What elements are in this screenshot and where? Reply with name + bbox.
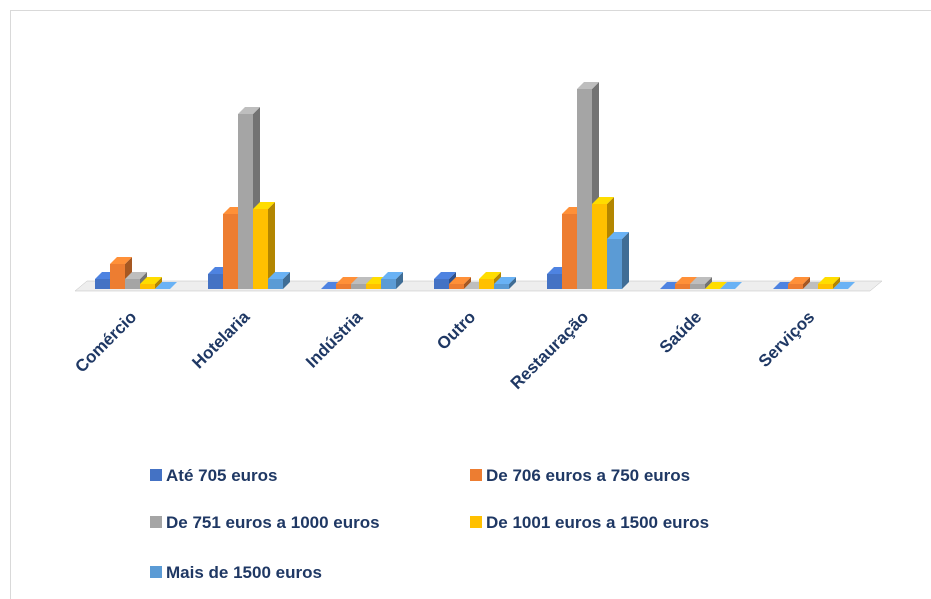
bar-front: [818, 284, 833, 289]
x-tick-label: Serviços: [755, 307, 819, 371]
bar-front: [449, 284, 464, 289]
x-tick-label: Restauração: [507, 307, 593, 393]
legend-label: De 751 euros a 1000 euros: [166, 513, 380, 532]
bar-top: [110, 257, 132, 264]
bar-front: [268, 279, 283, 289]
bar-top: [818, 277, 840, 284]
bar-front: [110, 264, 125, 289]
bar-top: [592, 197, 614, 204]
bar: [833, 282, 855, 290]
bar-top: [705, 282, 727, 289]
bar-side: [622, 232, 629, 289]
bar-front: [547, 274, 562, 289]
legend-label: Até 705 euros: [166, 466, 278, 485]
legend-swatch: [150, 469, 162, 481]
bar-front: [140, 284, 155, 289]
bar-front: [562, 214, 577, 289]
bar-top: [336, 277, 358, 284]
bar-top: [351, 277, 373, 284]
bar-front: [351, 284, 366, 289]
bar-front: [223, 214, 238, 289]
bar-top: [607, 232, 629, 239]
bar-top: [253, 202, 275, 209]
bar-side: [705, 277, 712, 289]
bar-side: [833, 277, 840, 289]
bar: [690, 277, 712, 289]
bar-front: [366, 284, 381, 289]
bar: [253, 202, 275, 289]
bar-top: [125, 272, 147, 279]
bar-side: [155, 277, 162, 289]
bar: [720, 282, 742, 290]
bar-top: [720, 282, 742, 289]
bar-side: [464, 277, 471, 289]
legend-label: Mais de 1500 euros: [166, 563, 322, 582]
bar: [155, 282, 177, 290]
bar-top: [675, 277, 697, 284]
legend-swatch: [470, 469, 482, 481]
bar-front: [95, 279, 110, 289]
bar-front: [238, 114, 253, 289]
x-tick-label: Hotelaria: [188, 307, 253, 372]
bar-top: [381, 272, 403, 279]
legend-swatch: [150, 566, 162, 578]
legend-swatch: [150, 516, 162, 528]
bar: [818, 277, 840, 289]
bar-top: [155, 282, 177, 289]
bar-front: [253, 209, 268, 289]
x-tick-label: Indústria: [302, 307, 367, 372]
bar-side: [268, 202, 275, 289]
bar: [381, 272, 403, 289]
bar-front: [434, 279, 449, 289]
bar-front: [381, 279, 396, 289]
bar: [607, 232, 629, 289]
legend-label: De 1001 euros a 1500 euros: [486, 513, 709, 532]
bar-front: [592, 204, 607, 289]
bar: [449, 277, 471, 289]
bar-top: [833, 282, 855, 289]
bar-front: [208, 274, 223, 289]
bar-top: [238, 107, 260, 114]
bar-front: [125, 279, 140, 289]
bar-front: [675, 284, 690, 289]
bar-side: [509, 277, 516, 289]
bar: [705, 282, 727, 290]
bar-top: [577, 82, 599, 89]
x-tick-label: Comércio: [71, 307, 140, 376]
bar-front: [788, 284, 803, 289]
x-tick-label: Outro: [433, 307, 479, 353]
bar-top: [494, 277, 516, 284]
chart-frame: [10, 10, 931, 599]
bar: [140, 277, 162, 289]
bar: [494, 277, 516, 289]
bar-top: [690, 277, 712, 284]
x-tick-label: Saúde: [656, 307, 706, 357]
bar-front: [577, 89, 592, 289]
bar: [788, 277, 810, 289]
bar-top: [434, 272, 456, 279]
bar-side: [283, 272, 290, 289]
bar-side: [396, 272, 403, 289]
bar-top: [788, 277, 810, 284]
bar-front: [479, 279, 494, 289]
bar-front: [494, 284, 509, 289]
bar-top: [449, 277, 471, 284]
bar-top: [479, 272, 501, 279]
bar: [268, 272, 290, 289]
bar-top: [140, 277, 162, 284]
bar-front: [690, 284, 705, 289]
bar-front: [336, 284, 351, 289]
bar-side: [803, 277, 810, 289]
bar-top: [268, 272, 290, 279]
bar-front: [607, 239, 622, 289]
legend-swatch: [470, 516, 482, 528]
legend-label: De 706 euros a 750 euros: [486, 466, 690, 485]
bar: [110, 257, 132, 289]
